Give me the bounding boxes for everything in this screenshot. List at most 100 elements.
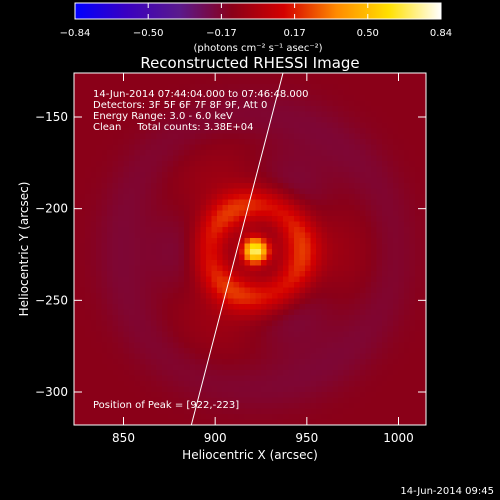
heatmap-cell — [134, 408, 141, 415]
heatmap-cell — [420, 106, 426, 113]
heatmap-cell — [343, 95, 350, 102]
heatmap-cell — [74, 144, 81, 151]
heatmap-cell — [305, 298, 312, 305]
heatmap-cell — [151, 227, 158, 234]
heatmap-cell — [393, 331, 400, 338]
heatmap-cell — [129, 249, 136, 256]
heatmap-cell — [409, 271, 416, 278]
heatmap-cell — [211, 414, 218, 421]
heatmap-cell — [343, 210, 350, 217]
heatmap-cell — [354, 205, 361, 212]
heatmap-cell — [85, 397, 92, 404]
heatmap-cell — [404, 309, 411, 316]
heatmap-cell — [140, 276, 147, 283]
heatmap-cell — [349, 133, 356, 140]
heatmap-cell — [184, 122, 191, 129]
colorbar-units: (photons cm⁻² s⁻¹ asec⁻²) — [193, 43, 322, 54]
heatmap-cell — [420, 260, 426, 267]
heatmap-cell — [382, 337, 389, 344]
heatmap-cell — [239, 122, 246, 129]
heatmap-cell — [316, 166, 323, 173]
heatmap-cell — [316, 238, 323, 245]
heatmap-cell — [398, 243, 405, 250]
heatmap-cell — [162, 78, 169, 85]
heatmap-cell — [90, 276, 97, 283]
heatmap-cell — [134, 403, 141, 410]
heatmap-cell — [74, 381, 81, 388]
heatmap-cell — [420, 183, 426, 190]
heatmap-cell — [338, 353, 345, 360]
heatmap-cell — [167, 287, 174, 294]
heatmap-cell — [420, 243, 426, 250]
heatmap-cell — [332, 359, 339, 366]
heatmap-cell — [398, 100, 405, 107]
heatmap-cell — [261, 337, 268, 344]
heatmap-cell — [140, 271, 147, 278]
heatmap-cell — [349, 326, 356, 333]
annotation-detectors: Detectors: 3F 5F 6F 7F 8F 9F, Att 0 — [93, 100, 267, 111]
heatmap-cell — [195, 216, 202, 223]
heatmap-cell — [233, 419, 240, 425]
heatmap-cell — [321, 414, 328, 421]
heatmap-cell — [321, 419, 328, 425]
heatmap-cell — [112, 221, 119, 228]
heatmap-cell — [332, 304, 339, 311]
heatmap-cell — [233, 309, 240, 316]
heatmap-cell — [365, 205, 372, 212]
heatmap-cell — [162, 210, 169, 217]
heatmap-cell — [217, 276, 224, 283]
heatmap-cell — [189, 397, 196, 404]
heatmap-cell — [376, 359, 383, 366]
heatmap-cell — [349, 150, 356, 157]
heatmap-cell — [321, 177, 328, 184]
heatmap-cell — [332, 254, 339, 261]
heatmap-cell — [145, 408, 152, 415]
heatmap-cell — [294, 100, 301, 107]
heatmap-cell — [354, 78, 361, 85]
heatmap-cell — [134, 397, 141, 404]
heatmap-cell — [316, 243, 323, 250]
heatmap-cell — [239, 216, 246, 223]
heatmap-cell — [140, 216, 147, 223]
heatmap-cell — [409, 95, 416, 102]
heatmap-cell — [283, 199, 290, 206]
heatmap-cell — [327, 320, 334, 327]
heatmap-cell — [316, 386, 323, 393]
heatmap-cell — [387, 276, 394, 283]
heatmap-cell — [327, 150, 334, 157]
heatmap-cell — [266, 183, 273, 190]
heatmap-cell — [277, 161, 284, 168]
heatmap-cell — [343, 232, 350, 239]
heatmap-cell — [316, 331, 323, 338]
heatmap-cell — [420, 392, 426, 399]
heatmap-cell — [195, 188, 202, 195]
heatmap-cell — [173, 166, 180, 173]
heatmap-cell — [376, 128, 383, 135]
heatmap-cell — [145, 375, 152, 382]
heatmap-cell — [349, 271, 356, 278]
heatmap-cell — [173, 326, 180, 333]
heatmap-cell — [420, 364, 426, 371]
heatmap-cell — [376, 342, 383, 349]
heatmap-cell — [376, 364, 383, 371]
heatmap-cell — [217, 73, 224, 80]
heatmap-cell — [195, 326, 202, 333]
heatmap-cell — [79, 249, 86, 256]
heatmap-cell — [327, 397, 334, 404]
heatmap-cell — [321, 144, 328, 151]
heatmap-cell — [376, 238, 383, 245]
heatmap-cell — [211, 287, 218, 294]
heatmap-cell — [404, 359, 411, 366]
heatmap-cell — [74, 155, 81, 162]
heatmap-cell — [140, 199, 147, 206]
heatmap-cell — [305, 183, 312, 190]
heatmap-cell — [129, 260, 136, 267]
heatmap-cell — [206, 375, 213, 382]
heatmap-cell — [420, 249, 426, 256]
heatmap-cell — [354, 249, 361, 256]
heatmap-cell — [101, 381, 108, 388]
heatmap-cell — [79, 315, 86, 322]
heatmap-cell — [123, 128, 130, 135]
heatmap-cell — [178, 150, 185, 157]
heatmap-cell — [316, 419, 323, 425]
